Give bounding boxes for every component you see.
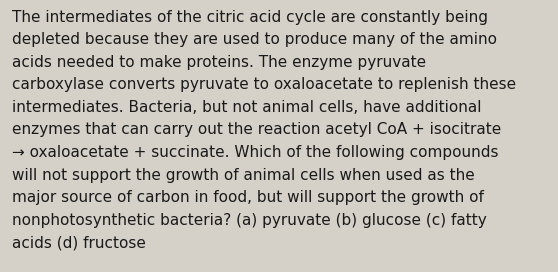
- Text: carboxylase converts pyruvate to oxaloacetate to replenish these: carboxylase converts pyruvate to oxaloac…: [12, 77, 516, 92]
- Text: depleted because they are used to produce many of the amino: depleted because they are used to produc…: [12, 32, 497, 47]
- Text: major source of carbon in food, but will support the growth of: major source of carbon in food, but will…: [12, 190, 484, 205]
- Text: → oxaloacetate + succinate. Which of the following compounds: → oxaloacetate + succinate. Which of the…: [12, 145, 499, 160]
- Text: nonphotosynthetic bacteria? (a) pyruvate (b) glucose (c) fatty: nonphotosynthetic bacteria? (a) pyruvate…: [12, 213, 487, 228]
- Text: will not support the growth of animal cells when used as the: will not support the growth of animal ce…: [12, 168, 475, 183]
- Text: acids needed to make proteins. The enzyme pyruvate: acids needed to make proteins. The enzym…: [12, 55, 426, 70]
- Text: enzymes that can carry out the reaction acetyl CoA + isocitrate: enzymes that can carry out the reaction …: [12, 122, 502, 137]
- Text: acids (d) fructose: acids (d) fructose: [12, 235, 146, 250]
- Text: intermediates. Bacteria, but not animal cells, have additional: intermediates. Bacteria, but not animal …: [12, 100, 482, 115]
- Text: The intermediates of the citric acid cycle are constantly being: The intermediates of the citric acid cyc…: [12, 10, 488, 24]
